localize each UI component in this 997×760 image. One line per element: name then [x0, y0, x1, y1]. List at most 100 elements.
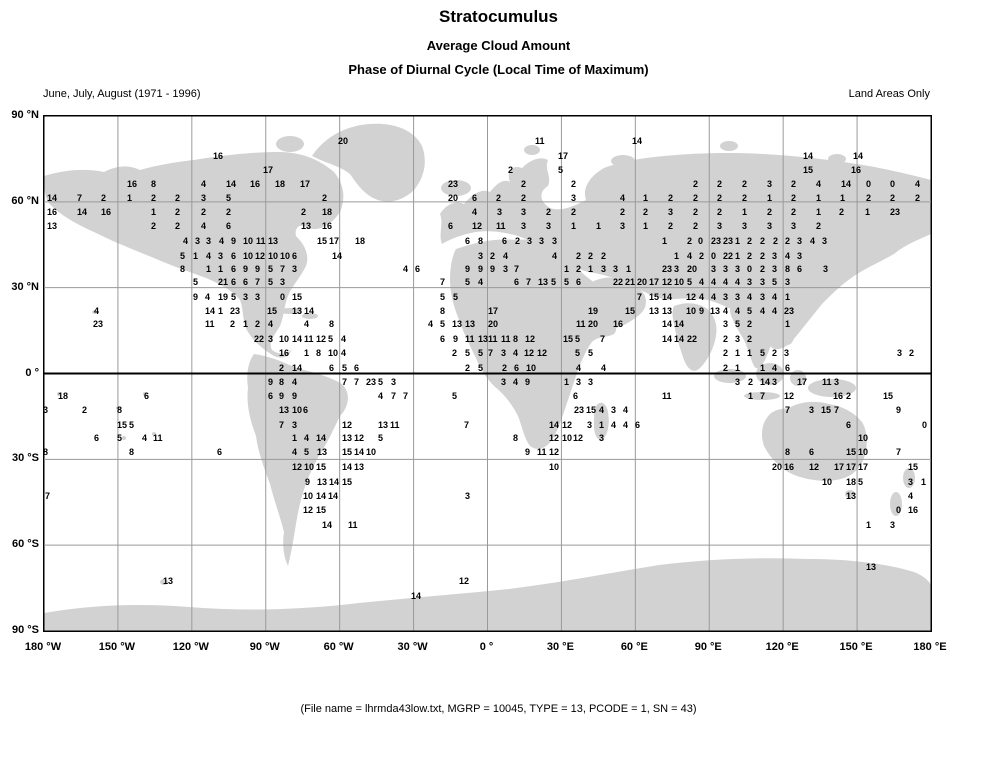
map-grid: [44, 116, 931, 631]
grid-value: 14: [632, 136, 643, 146]
grid-value: 18: [58, 391, 69, 401]
grid-value: 20: [338, 136, 349, 146]
grid-value: 6: [329, 363, 335, 373]
grid-value: 3: [465, 491, 471, 501]
grid-values-layer: 20 11 14 16 17 14 14 17 2 5 15 16 16 8 4 14 16 18 17 23 2 2 2 2…: [43, 116, 931, 631]
grid-value: 4: [205, 292, 211, 302]
grid-value: 23: [448, 179, 459, 189]
grid-value: 5: [440, 319, 446, 329]
grid-value: 1: [662, 236, 668, 246]
grid-value: 5: [747, 306, 753, 316]
grid-value: 4: [201, 179, 207, 189]
grid-value: 4: [304, 433, 310, 443]
grid-value: 5: [551, 277, 557, 287]
grid-value: 4: [403, 264, 409, 274]
grid-value: 3: [668, 207, 674, 217]
grid-value: 5: [452, 391, 458, 401]
grid-value: 3: [767, 221, 773, 231]
grid-value: 2: [791, 179, 797, 189]
grid-value: 9: [478, 264, 484, 274]
grid-value: 2: [322, 193, 328, 203]
grid-value: 6: [785, 363, 791, 373]
grid-value: 12: [573, 433, 584, 443]
landmass-japan-central: [828, 266, 840, 282]
grid-value: 6: [217, 447, 223, 457]
grid-value: 1: [571, 221, 577, 231]
grid-value: 0: [747, 264, 753, 274]
grid-value: 7: [896, 447, 902, 457]
grid-value: 12: [784, 391, 795, 401]
grid-value: 4: [292, 447, 298, 457]
grid-value: 6: [440, 334, 446, 344]
grid-value: 1: [588, 264, 594, 274]
grid-value: 3: [772, 251, 778, 261]
landmass-new-siberian-islands: [828, 154, 846, 164]
landmass-sri-lanka: [689, 352, 695, 360]
grid-value: 22: [613, 277, 624, 287]
grid-value: 2: [791, 193, 797, 203]
grid-value: 5: [378, 433, 384, 443]
grid-value: 16: [908, 505, 919, 515]
grid-value: 2: [693, 221, 699, 231]
grid-value: 13: [846, 491, 857, 501]
grid-value: 22: [723, 251, 734, 261]
grid-value: 4: [772, 306, 778, 316]
landmass-pacific-island-4: [122, 436, 126, 440]
grid-value: 3: [735, 334, 741, 344]
grid-value: 9: [490, 264, 496, 274]
grid-value: 4: [142, 433, 148, 443]
grid-value: 5: [117, 433, 123, 443]
grid-value: 6: [354, 363, 360, 373]
landmass-philippines: [781, 317, 795, 345]
grid-value: 3: [711, 264, 717, 274]
grid-value: 4: [513, 377, 519, 387]
grid-value: 14: [853, 151, 864, 161]
grid-value: 4: [711, 277, 717, 287]
grid-value: 12: [459, 576, 470, 586]
grid-value: 5: [180, 251, 186, 261]
grid-value: 16: [213, 151, 224, 161]
grid-value: 2: [747, 334, 753, 344]
grid-value: 4: [760, 306, 766, 316]
landmass-hispaniola: [302, 313, 318, 319]
grid-value: 5: [858, 477, 864, 487]
grid-value: 8: [513, 334, 519, 344]
lon-axis-label: 60 °W: [323, 641, 354, 653]
grid-value: 3: [797, 251, 803, 261]
grid-value: 2: [723, 348, 729, 358]
grid-value: 15: [267, 306, 278, 316]
grid-value: 14: [760, 377, 771, 387]
grid-value: 2: [201, 207, 207, 217]
grid-value: 11: [153, 433, 163, 443]
grid-value: 3: [747, 277, 753, 287]
grid-value: 5: [193, 277, 199, 287]
grid-value: 14: [342, 462, 353, 472]
grid-value: 15: [342, 477, 353, 487]
landmass-ellesmere-island: [276, 136, 304, 152]
grid-value: 4: [623, 405, 629, 415]
grid-value: 13: [342, 433, 353, 443]
grid-value: 5: [226, 193, 232, 203]
landmass-sakhalin: [846, 222, 854, 246]
grid-value: 3: [201, 193, 207, 203]
grid-value: 9: [231, 236, 237, 246]
grid-value: 13: [465, 319, 476, 329]
grid-value: 15: [649, 292, 660, 302]
grid-value: 8: [151, 179, 157, 189]
grid-value: 1: [748, 391, 754, 401]
grid-value: 2: [521, 193, 527, 203]
grid-value: 4: [915, 179, 921, 189]
grid-value: 1: [747, 348, 753, 358]
grid-value: 14: [674, 319, 685, 329]
grid-value: 17: [329, 236, 340, 246]
lon-axis-label: 30 °E: [546, 641, 574, 653]
grid-value: 8: [129, 447, 135, 457]
grid-value: 13: [354, 462, 365, 472]
chart-subtitle-amount: Average Cloud Amount: [426, 38, 571, 53]
grid-value: 15: [586, 405, 597, 415]
grid-value: 2: [452, 348, 458, 358]
grid-value: 10: [858, 447, 869, 457]
grid-value: 0: [890, 179, 896, 189]
grid-value: 12: [562, 420, 573, 430]
grid-value: 4: [735, 306, 741, 316]
